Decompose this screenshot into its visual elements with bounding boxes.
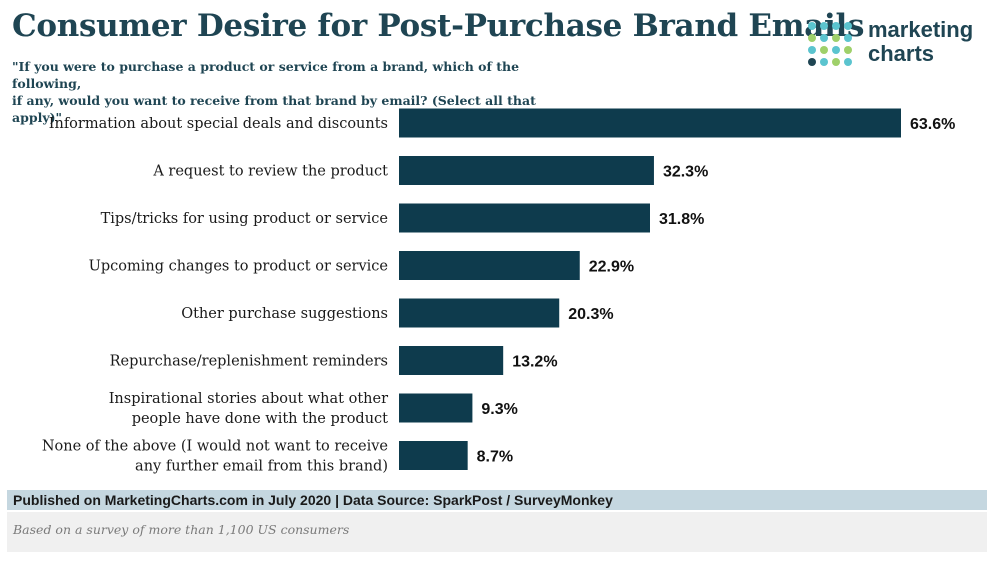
value-label: 9.3%: [481, 401, 517, 418]
value-label: 13.2%: [512, 354, 557, 371]
logo-dot: [808, 58, 816, 66]
logo-text: marketing charts: [868, 18, 973, 66]
logo-dot: [808, 46, 816, 54]
logo-dot: [832, 46, 840, 54]
subtitle-line: "If you were to purchase a product or se…: [12, 59, 520, 91]
value-label: 63.6%: [910, 116, 955, 133]
logo-dot: [844, 22, 852, 30]
bar-chart: 63.6% Information about special deals and…: [42, 108, 955, 475]
category-label: Other purchase suggestions: [181, 306, 388, 322]
value-label: 22.9%: [589, 259, 634, 276]
logo-dot: [820, 46, 828, 54]
bar: [399, 156, 654, 185]
value-label: 31.8%: [659, 211, 704, 228]
logo-dot: [820, 58, 828, 66]
chart-subtitle: "If you were to purchase a product or se…: [12, 58, 572, 126]
category-label: Information about special deals and disc…: [49, 116, 388, 132]
bar: [399, 441, 468, 470]
logo-dot: [844, 46, 852, 54]
bar: [399, 346, 504, 375]
category-label: Repurchase/replenishment reminders: [110, 354, 388, 370]
logo-dot: [832, 58, 840, 66]
logo-dot: [832, 22, 840, 30]
logo-dot: [808, 22, 816, 30]
category-label: Upcoming changes to product or service: [89, 259, 388, 275]
logo-dot: [844, 58, 852, 66]
footer-note: Based on a survey of more than 1,100 US …: [7, 512, 987, 552]
bar: [399, 203, 650, 233]
value-label: 32.3%: [663, 164, 708, 181]
logo-line: charts: [868, 41, 935, 66]
category-label: None of the above (I would not want to r…: [42, 439, 388, 455]
logo-line: marketing: [868, 17, 974, 42]
category-label: Tips/tricks for using product or service: [101, 211, 388, 227]
category-label: any further email from this brand): [135, 459, 388, 475]
bar: [399, 298, 560, 328]
subtitle-line: if any, would you want to receive from t…: [12, 93, 536, 125]
category-label: A request to review the product: [152, 164, 388, 180]
logo-dot: [820, 22, 828, 30]
value-label: 20.3%: [568, 306, 613, 323]
category-label: people have done with the product: [132, 411, 388, 427]
bar: [399, 108, 901, 138]
logo-dot: [820, 34, 828, 42]
logo-dot: [808, 34, 816, 42]
value-label: 8.7%: [477, 449, 513, 466]
logo-dots-icon: [808, 22, 852, 66]
logo-dot: [832, 34, 840, 42]
marketing-charts-logo: marketing charts: [806, 18, 991, 70]
category-label: Inspirational stories about what other: [109, 391, 388, 407]
footer-published: Published on MarketingCharts.com in July…: [7, 490, 987, 510]
logo-dot: [844, 34, 852, 42]
bar: [399, 251, 580, 280]
bar: [399, 393, 473, 423]
chart-title: Consumer Desire for Post-Purchase Brand …: [12, 8, 865, 44]
